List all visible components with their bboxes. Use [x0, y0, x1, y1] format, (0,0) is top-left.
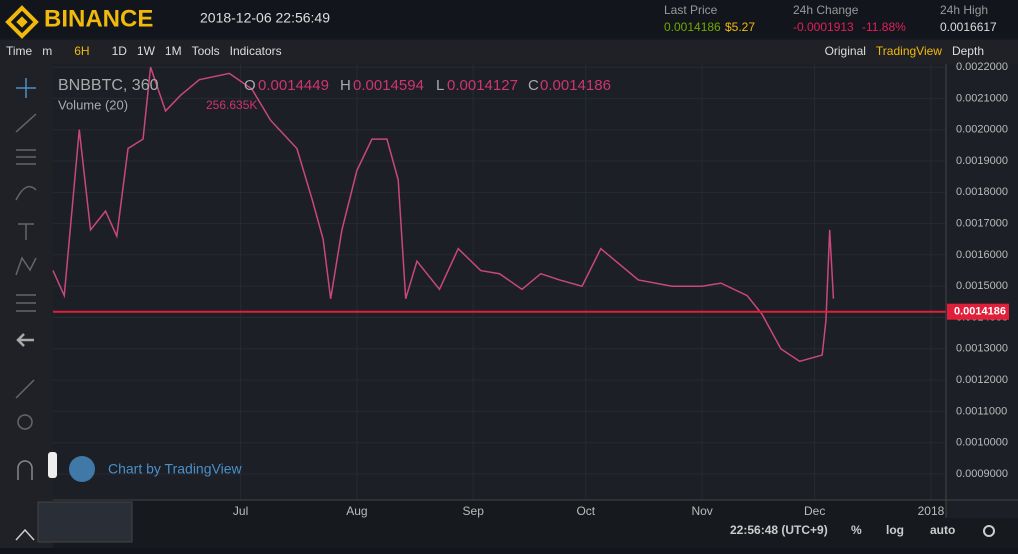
footer-option[interactable]: log [886, 523, 904, 537]
toolbar-items: Time m 6H 1D 1W 1M Tools Indicators Depth Trading… [6, 44, 984, 58]
y-tick-label: 0.0016000 [956, 249, 1008, 261]
ohlc-value: 0.0014186 [540, 77, 611, 94]
toolbar-button[interactable]: Tools [192, 44, 220, 58]
y-tick-label: 0.0021000 [956, 92, 1008, 104]
logo [5, 5, 39, 39]
settings-icon[interactable] [983, 525, 995, 537]
value: -0.0001913 [793, 20, 854, 34]
value: $5.27 [725, 20, 755, 34]
value: -11.88% [862, 20, 906, 34]
toolbar-button[interactable]: Time [6, 44, 33, 58]
collapse-handle[interactable] [48, 452, 57, 478]
x-tick-label: Jul [233, 504, 248, 518]
bottom-strip [0, 548, 1018, 554]
price-axis [946, 64, 1018, 518]
view-button[interactable]: Depth [952, 44, 984, 58]
ohlc-value: 0.0014449 [258, 77, 329, 94]
x-tick-label: Nov [691, 504, 712, 518]
toolbar [0, 40, 1018, 64]
current-price-label: 0.0014186 [954, 306, 1006, 318]
x-tick-label: Aug [346, 504, 367, 518]
view-button[interactable]: TradingView [876, 44, 942, 58]
datetime: 2018-12-06 22:56:49 [200, 10, 330, 26]
ohlc-value: 0.0014594 [353, 77, 424, 94]
ohlc-label: C [528, 77, 539, 94]
toolbar-button[interactable]: 1D [112, 44, 128, 58]
ohlc-label: O [244, 77, 256, 94]
y-tick-label: 0.0015000 [956, 280, 1008, 292]
toolbar-button[interactable]: Indicators [230, 44, 282, 58]
label: 24h Change [793, 3, 859, 17]
axes: 0.0009000 0.0010000 0.0011000 0.0012000 0.00… [233, 61, 1009, 518]
x-tick-label: 2018 [918, 504, 945, 518]
label: 24h High [940, 3, 988, 17]
symbol: BNBBTC, 360 [58, 77, 159, 94]
left-toolbar [0, 64, 53, 554]
credit[interactable]: Chart by TradingView [108, 461, 242, 477]
tv-logo [69, 456, 95, 482]
value: 0.0014186 [664, 20, 721, 34]
toolbar-button[interactable]: 1M [165, 44, 182, 58]
plot [52, 64, 946, 500]
price-line [52, 66, 835, 363]
ohlc-value: 0.0014127 [447, 77, 518, 94]
y-tick-label: 0.0020000 [956, 124, 1008, 136]
ohlc-label: H [340, 77, 351, 94]
y-tick-label: 0.0013000 [956, 343, 1008, 355]
y-tick-label: 0.0017000 [956, 218, 1008, 230]
y-tick-label: 0.0019000 [956, 155, 1008, 167]
y-tick-label: 0.0011000 [956, 405, 1007, 417]
mini-toolbar[interactable] [37, 501, 133, 543]
x-tick-label: Sep [463, 504, 485, 518]
value: 0.0016617 [940, 20, 997, 34]
footer-option[interactable]: auto [930, 523, 955, 537]
y-tick-label: 0.0018000 [956, 186, 1008, 198]
footer-option[interactable]: % [851, 523, 862, 537]
y-tick-label: 0.0010000 [956, 437, 1008, 449]
y-tick-label: 0.0012000 [956, 374, 1008, 386]
toolbar-button[interactable]: 1W [137, 44, 156, 58]
volume-label: Volume (20) [58, 97, 128, 112]
toolbar-button[interactable]: m [42, 44, 52, 58]
x-tick-label: Dec [804, 504, 825, 518]
brand[interactable]: BINANCE [44, 5, 153, 32]
toolbar-button[interactable]: 6H [74, 44, 89, 58]
legend: BNBBTC, 360 O 0.0014449 H 0.0014594 L 0.… [58, 77, 611, 482]
y-tick-label: 0.0009000 [956, 468, 1008, 480]
plot-area [53, 64, 946, 500]
footer-time: 22:56:48 (UTC+9) [730, 523, 828, 537]
y-tick-label: 0.0022000 [956, 61, 1008, 73]
drawing-tools[interactable] [15, 78, 37, 541]
view-button[interactable]: Original [825, 44, 866, 58]
volume-value: 256.635K [206, 98, 257, 112]
ohlc-label: L [436, 77, 444, 94]
current-price-tag [947, 303, 1009, 320]
label: Last Price [664, 3, 718, 17]
header-bar [0, 0, 1018, 38]
x-tick-label: Oct [576, 504, 595, 518]
